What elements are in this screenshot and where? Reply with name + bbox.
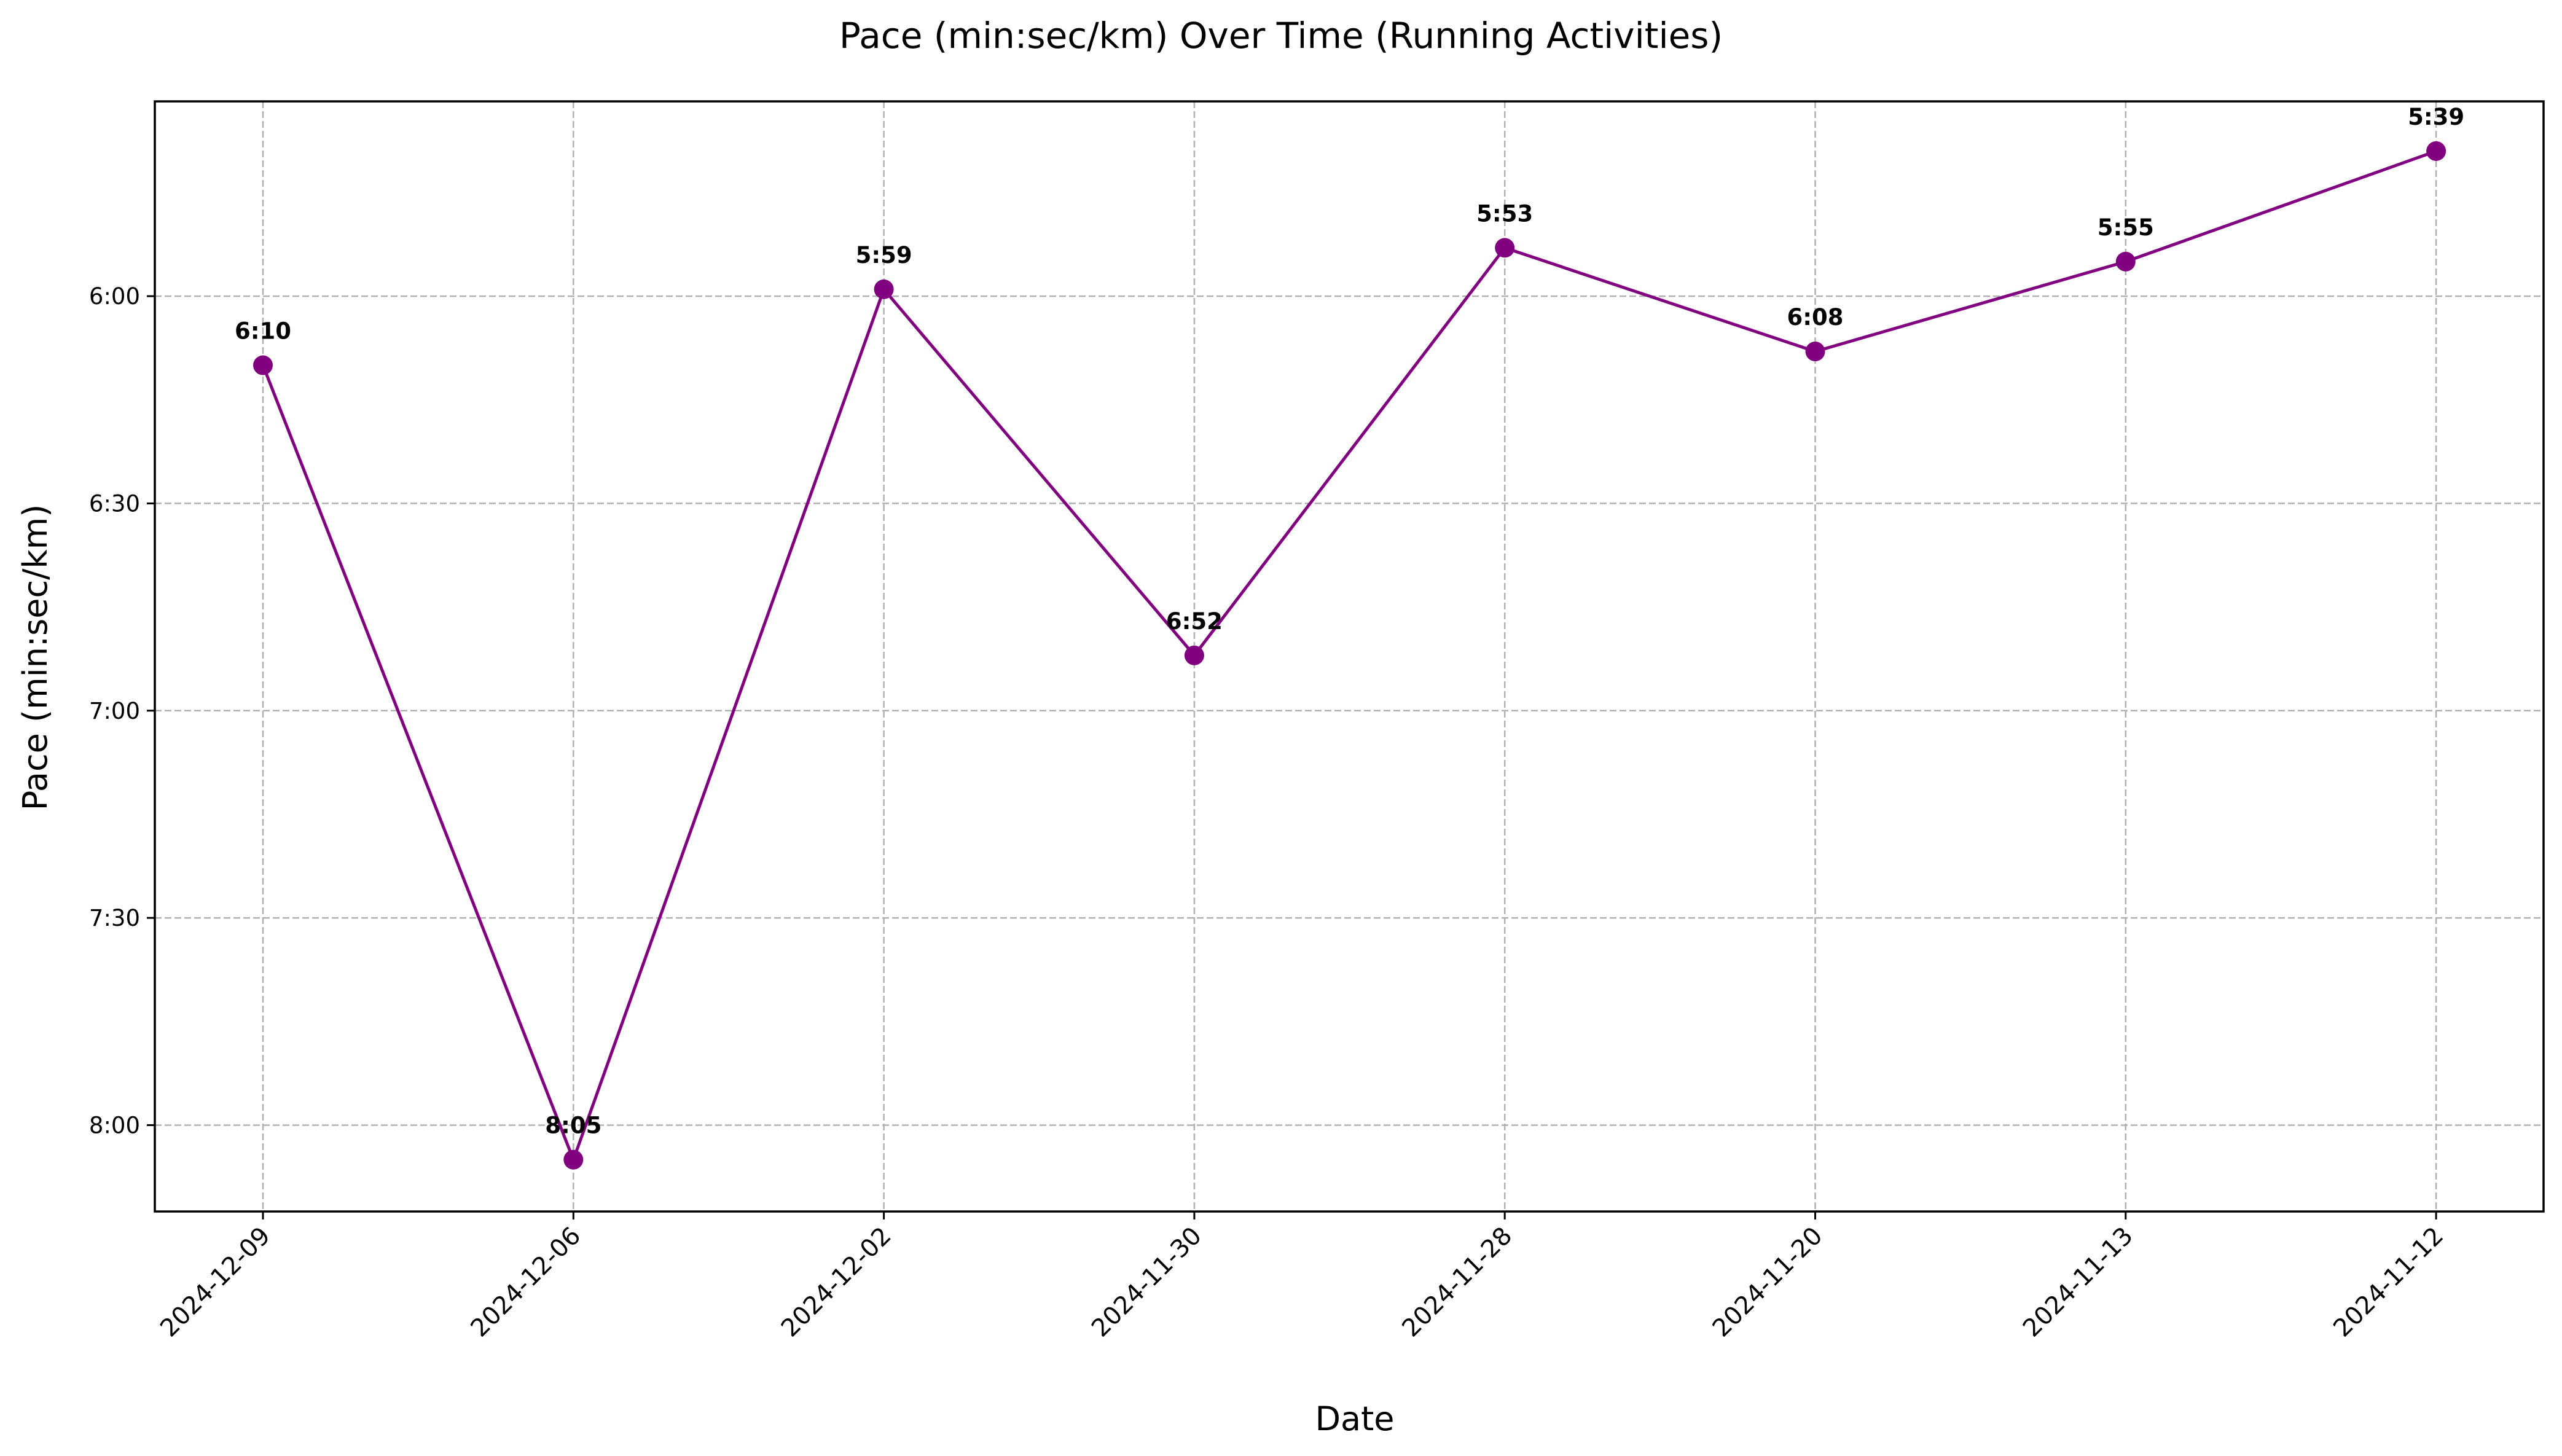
data-labels: 6:10 8:05 5:59 6:52 5:53 6:08 5:55 5:39 [235, 104, 2464, 1139]
data-label: 5:39 [2408, 104, 2464, 130]
y-tick-label: 7:00 [89, 698, 140, 724]
y-tick-label: 6:30 [89, 490, 140, 517]
data-point [2426, 141, 2446, 161]
x-axis-title: Date [1315, 1399, 1394, 1438]
data-point [874, 279, 894, 299]
series-line [261, 149, 2437, 1162]
data-point [563, 1149, 584, 1170]
data-point [1805, 342, 1825, 362]
y-axis-title: Pace (min:sec/km) [16, 504, 55, 811]
data-point [253, 355, 273, 375]
data-label: 5:53 [1476, 200, 1533, 227]
data-label: 6:52 [1166, 608, 1223, 635]
data-label: 5:59 [856, 242, 912, 268]
data-label: 8:05 [545, 1113, 601, 1139]
plot-area-frame [154, 100, 2545, 1213]
chart-title: Pace (min:sec/km) Over Time (Running Act… [839, 15, 1723, 57]
data-point [1184, 645, 1204, 665]
y-tick-label: 8:00 [89, 1112, 140, 1138]
data-label: 6:10 [235, 318, 291, 345]
data-point [2115, 251, 2136, 272]
data-label: 5:55 [2098, 214, 2154, 241]
data-label: 6:08 [1787, 304, 1843, 331]
y-axis: 6:00 6:30 7:00 7:30 8:00 [89, 283, 155, 1138]
series-pace [253, 141, 2446, 1170]
data-point [1495, 238, 1515, 258]
y-tick-label: 6:00 [89, 283, 140, 310]
y-tick-label: 7:30 [89, 905, 140, 931]
